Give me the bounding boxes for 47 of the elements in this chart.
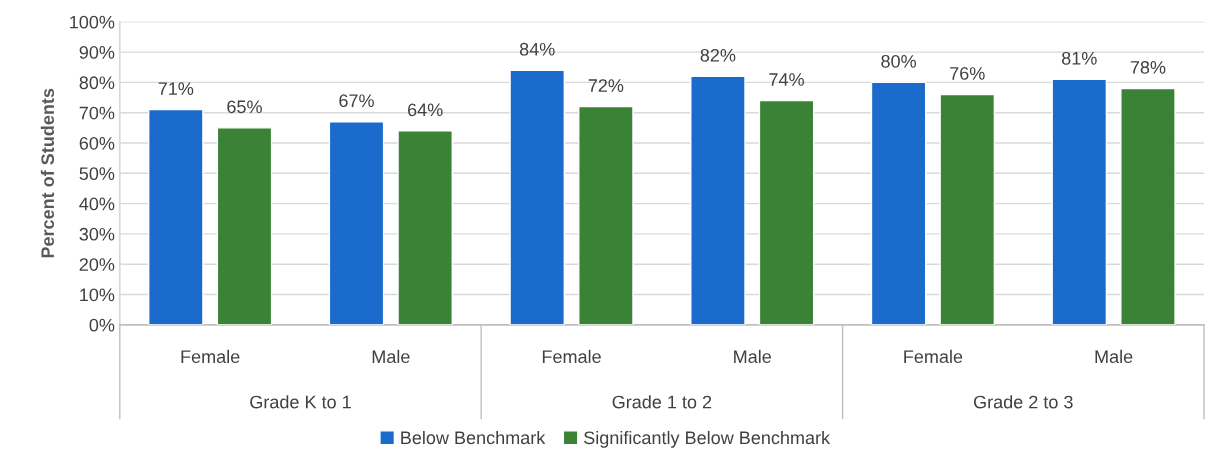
bar <box>509 69 565 325</box>
data-label: 80% <box>881 54 917 68</box>
data-label: 76% <box>950 67 985 80</box>
y-tick-label: 10% <box>80 288 115 302</box>
data-label: 64% <box>408 103 443 117</box>
x-tick-label: Female <box>181 349 240 364</box>
y-axis-title: Percent of Students <box>40 88 55 258</box>
y-tick-label: 50% <box>79 167 115 181</box>
text: Grade K to 1 <box>250 395 351 409</box>
bar <box>939 93 996 325</box>
data-label: 81% <box>1061 51 1097 65</box>
legend-label: Significantly Below Benchmark <box>584 430 831 448</box>
y-tick-label: 30% <box>79 227 115 241</box>
x-tick-label: Male <box>1095 349 1133 364</box>
data-label: 72% <box>588 79 624 92</box>
bar <box>870 81 927 325</box>
data-label: 71% <box>158 82 194 95</box>
text: Grade 1 to 2 <box>612 395 712 409</box>
x-tick-label: Female <box>904 349 963 364</box>
y-tick-label: 70% <box>79 106 115 120</box>
data-label: 67% <box>339 94 374 108</box>
bar <box>690 75 746 325</box>
bar <box>758 99 815 325</box>
data-label: 65% <box>227 100 262 114</box>
x-tick-label: Male <box>734 349 771 364</box>
data-label: 84% <box>519 42 555 56</box>
bar <box>578 105 634 325</box>
y-tick-label: 60% <box>79 136 115 150</box>
y-tick-label: 0% <box>89 318 115 332</box>
y-tick-label: 80% <box>79 76 115 90</box>
bar <box>1051 78 1108 325</box>
data-label: 74% <box>769 73 804 86</box>
y-tick-label: 100% <box>70 15 115 29</box>
legend-label: Below Benchmark <box>401 430 546 445</box>
y-tick-label: 90% <box>79 46 115 59</box>
bar <box>148 108 204 325</box>
bar <box>328 121 385 325</box>
y-tick-label: 40% <box>79 197 115 211</box>
x-tick-label: Male <box>372 349 410 364</box>
bar <box>397 130 453 325</box>
bar <box>216 127 273 325</box>
data-label: 82% <box>700 48 736 62</box>
data-label: 78% <box>1130 61 1166 74</box>
bar <box>1120 87 1176 325</box>
y-tick-label: 20% <box>79 258 115 271</box>
x-tick-label: Female <box>542 349 601 364</box>
text: Grade 2 to 3 <box>973 395 1073 409</box>
